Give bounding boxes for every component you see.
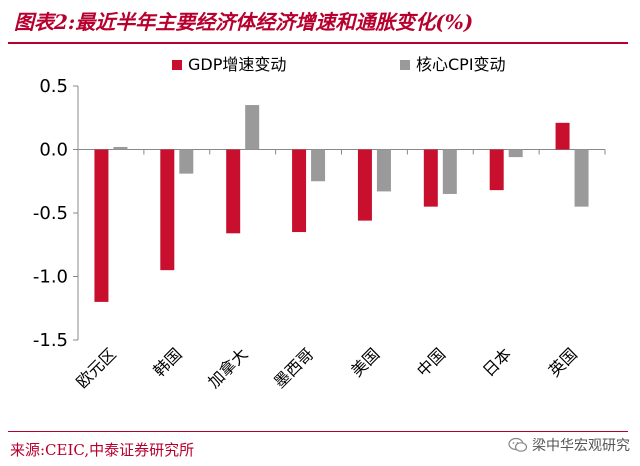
x-category-label: 日本 — [479, 344, 515, 380]
bar-cpi — [311, 149, 326, 182]
y-tick-label: -1.0 — [33, 267, 68, 288]
watermark-text: 梁中华宏观研究 — [532, 438, 630, 454]
bar-gdp — [489, 149, 504, 191]
bar-cpi — [179, 149, 194, 174]
legend-swatch — [400, 60, 410, 70]
bar-gdp — [555, 122, 570, 150]
legend: GDP增速变动 核心CPI变动 — [172, 55, 506, 74]
bar-chart: 0.5 0.0 -0.5 -1.0 -1.5 欧元区 韩国 加拿大 墨西哥 美国 中国 日本 英国 G… — [33, 55, 606, 392]
bars — [94, 105, 589, 302]
bar-gdp — [357, 149, 372, 221]
wechat-icon — [508, 437, 528, 452]
chart-title: 图表2:最近半年主要经济体经济增速和通胀变化(%) — [14, 10, 474, 34]
x-category-label: 欧元区 — [72, 344, 119, 391]
legend-label: GDP增速变动 — [188, 55, 286, 74]
x-category-label: 墨西哥 — [270, 344, 317, 391]
x-category-label: 英国 — [545, 344, 581, 380]
footer-divider — [8, 431, 628, 432]
bar-cpi — [245, 105, 260, 150]
x-axis: 欧元区 韩国 加拿大 墨西哥 美国 中国 日本 英国 — [72, 149, 606, 392]
y-tick-label: 0.0 — [39, 140, 68, 161]
y-tick-label: -0.5 — [33, 203, 68, 224]
y-axis: 0.5 0.0 -0.5 -1.0 -1.5 — [33, 76, 79, 351]
watermark: 梁中华宏观研究 — [508, 435, 630, 455]
legend-label: 核心CPI变动 — [416, 55, 506, 74]
bar-cpi — [442, 149, 457, 194]
x-category-label: 加拿大 — [204, 344, 251, 391]
bar-cpi — [376, 149, 391, 192]
x-category-label: 美国 — [347, 344, 383, 380]
title-divider — [8, 42, 628, 44]
source-note: 来源:CEIC,中泰证券研究所 — [10, 441, 195, 459]
bar-gdp — [423, 149, 438, 207]
y-tick-label: -1.5 — [33, 330, 68, 351]
bar-cpi — [113, 146, 128, 150]
x-category-label: 韩国 — [150, 344, 186, 380]
bar-gdp — [94, 149, 109, 302]
bar-gdp — [160, 149, 175, 271]
bar-cpi — [508, 149, 523, 158]
bar-cpi — [574, 149, 589, 207]
bar-gdp — [292, 149, 307, 233]
legend-swatch — [172, 60, 182, 70]
bar-gdp — [226, 149, 241, 234]
x-category-label: 中国 — [413, 344, 449, 380]
y-tick-label: 0.5 — [39, 76, 68, 97]
